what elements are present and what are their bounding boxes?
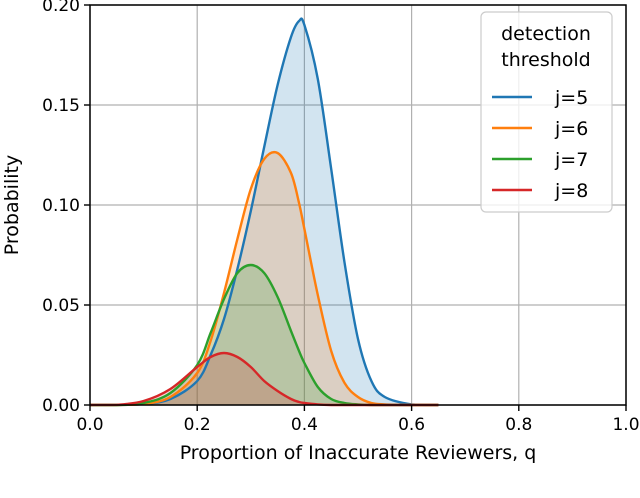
x-tick-label: 0.0	[76, 415, 103, 435]
x-tick-label: 1.0	[612, 415, 639, 435]
legend-label-j=8: j=8	[554, 180, 588, 202]
series-line-j=6	[90, 150, 439, 407]
legend-title-line-1: detection	[501, 23, 591, 45]
x-axis-label: Proportion of Inaccurate Reviewers, q	[180, 442, 537, 464]
x-tick-label: 0.8	[505, 415, 532, 435]
y-tick-label: 0.10	[42, 196, 80, 216]
y-tick-label: 0.00	[42, 396, 80, 416]
legend: detection threshold j=5 j=6 j=7 j=8	[480, 11, 613, 213]
legend-label-j=7: j=7	[554, 149, 588, 171]
series-area-j=6	[90, 152, 439, 405]
legend-title-line-2: threshold	[501, 49, 590, 71]
y-tick-label: 0.20	[42, 0, 80, 16]
y-axis-label: Probability	[1, 155, 23, 255]
legend-label-j=6: j=6	[554, 118, 588, 140]
y-tick-label: 0.05	[42, 296, 80, 316]
series-areas	[90, 18, 439, 406]
x-tick-label: 0.2	[184, 415, 211, 435]
series-area-j=7	[90, 265, 439, 405]
series-line-j=5	[90, 17, 439, 407]
legend-box	[480, 11, 613, 213]
axis-ticks: 0.0 0.2 0.4 0.6 0.8 1.0 0.00 0.05 0.10 0.15 0.20	[42, 0, 639, 435]
x-tick-label: 0.4	[291, 415, 318, 435]
y-tick-label: 0.15	[42, 96, 80, 116]
x-tick-label: 0.6	[398, 415, 425, 435]
legend-label-j=5: j=5	[554, 87, 588, 109]
